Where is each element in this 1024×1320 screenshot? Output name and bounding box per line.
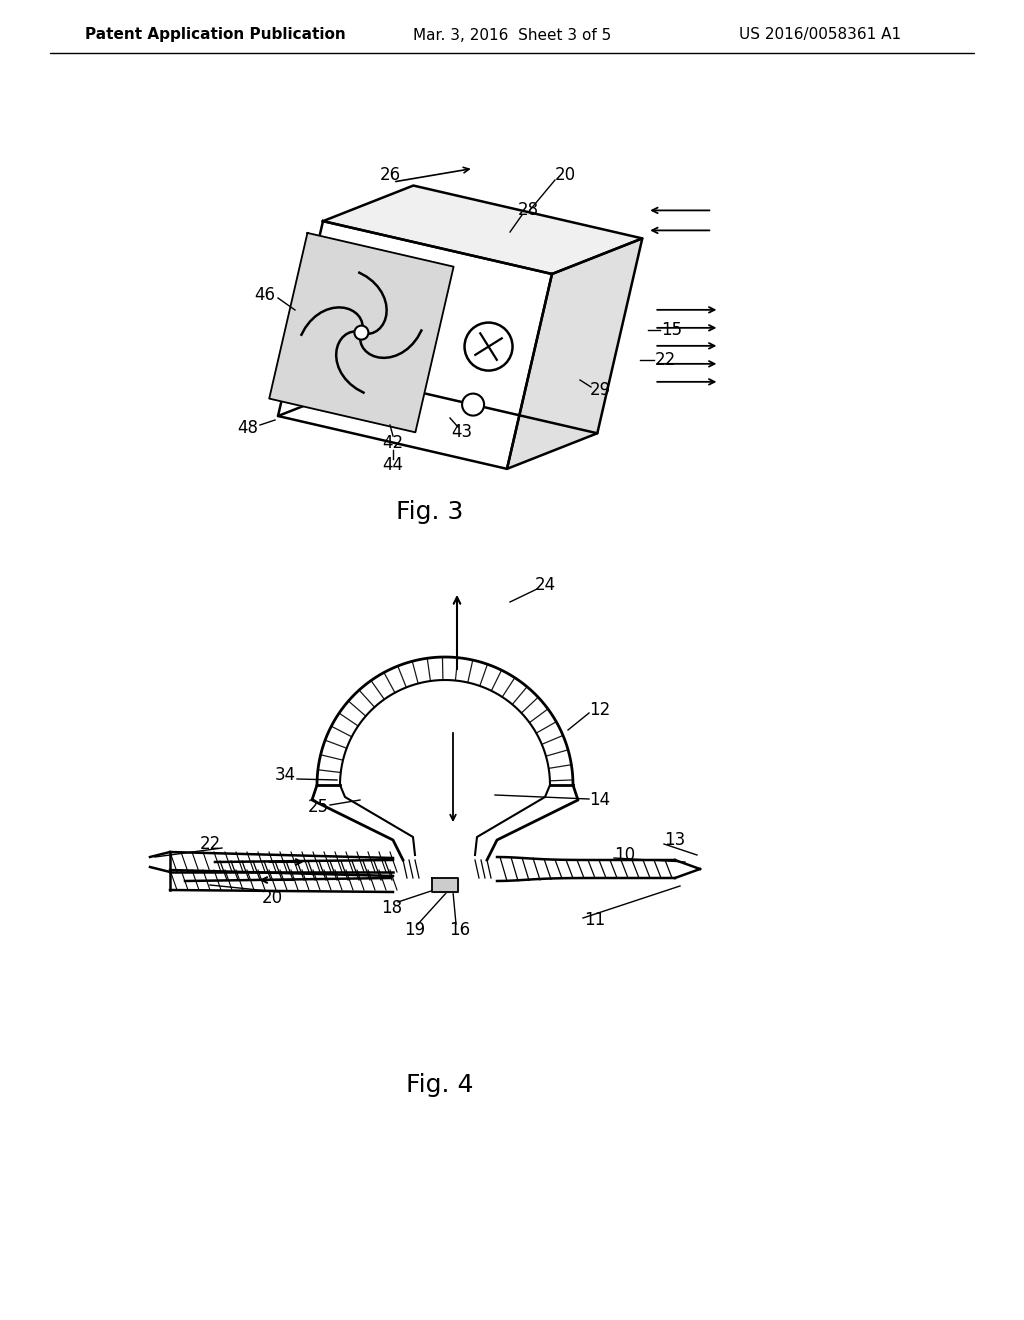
Polygon shape <box>432 878 458 892</box>
Circle shape <box>462 393 484 416</box>
Text: 12: 12 <box>590 701 610 719</box>
Text: 25: 25 <box>307 799 329 816</box>
Text: 44: 44 <box>383 455 403 474</box>
Polygon shape <box>507 239 642 469</box>
Text: 20: 20 <box>261 888 283 907</box>
Text: Patent Application Publication: Patent Application Publication <box>85 28 345 42</box>
Polygon shape <box>279 222 552 469</box>
Text: 28: 28 <box>517 201 539 219</box>
Text: 26: 26 <box>380 166 400 183</box>
Text: 29: 29 <box>590 381 610 399</box>
Text: Fig. 4: Fig. 4 <box>407 1073 474 1097</box>
Text: 48: 48 <box>238 418 258 437</box>
Text: 19: 19 <box>404 921 426 939</box>
Text: Mar. 3, 2016  Sheet 3 of 5: Mar. 3, 2016 Sheet 3 of 5 <box>413 28 611 42</box>
Text: Fig. 3: Fig. 3 <box>396 500 464 524</box>
Text: 24: 24 <box>535 576 556 594</box>
Polygon shape <box>317 657 573 785</box>
Text: 10: 10 <box>614 846 636 865</box>
Text: 46: 46 <box>255 286 275 304</box>
Text: US 2016/0058361 A1: US 2016/0058361 A1 <box>739 28 901 42</box>
Text: 22: 22 <box>654 351 676 370</box>
Circle shape <box>354 326 369 339</box>
Text: 42: 42 <box>382 434 403 451</box>
Text: 20: 20 <box>554 166 575 183</box>
Text: 13: 13 <box>665 832 686 849</box>
Text: 43: 43 <box>452 422 472 441</box>
Text: 15: 15 <box>662 321 683 339</box>
Text: 18: 18 <box>381 899 402 917</box>
Text: 22: 22 <box>200 836 220 853</box>
Text: 34: 34 <box>274 766 296 784</box>
Text: 11: 11 <box>585 911 605 929</box>
Polygon shape <box>323 186 642 275</box>
Text: 14: 14 <box>590 791 610 809</box>
Text: 16: 16 <box>450 921 471 939</box>
Circle shape <box>465 322 513 371</box>
Polygon shape <box>269 232 454 433</box>
